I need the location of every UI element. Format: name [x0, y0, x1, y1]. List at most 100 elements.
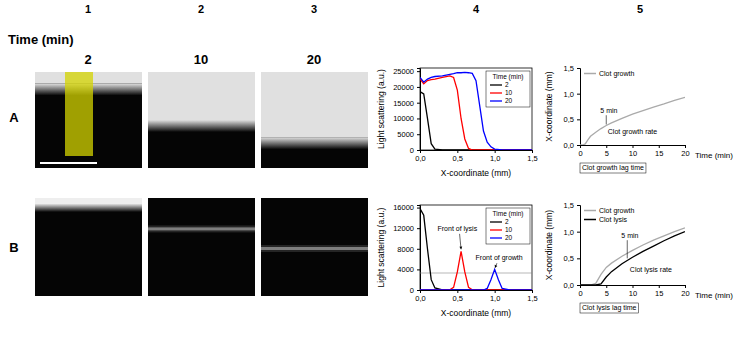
- y-tick-mark: [417, 228, 420, 229]
- x-tick-mark: [633, 285, 634, 288]
- image-panel: [148, 198, 255, 296]
- x-tick-label: 1,5: [527, 154, 537, 163]
- legend-swatch: [584, 210, 596, 212]
- plot-area: [580, 97, 685, 145]
- chart: 0,00,51,01,50500010000150002000025000X-c…: [376, 67, 538, 178]
- x-tick-label: 5: [605, 289, 609, 298]
- annotation-arrowhead: [495, 265, 498, 268]
- x-tick-mark: [532, 150, 533, 153]
- legend-label: Clot growth: [599, 207, 635, 215]
- chart: 0,00,51,01,50400080001200016000X-coordin…: [376, 203, 538, 318]
- image-background: [261, 198, 368, 296]
- legend-label: 20: [505, 97, 513, 104]
- y-tick-mark: [577, 232, 580, 233]
- image-background: [148, 198, 255, 296]
- x-tick: 0,5: [453, 290, 463, 303]
- x-tick-label: 0,5: [453, 294, 463, 303]
- image-panels: [35, 72, 368, 296]
- x-tick-label: 0,0: [415, 154, 425, 163]
- legend-label: Clot lysis: [599, 216, 628, 224]
- x-tick-label: 1,0: [490, 154, 500, 163]
- x-axis: 0,00,51,01,5: [415, 290, 537, 303]
- x-tick-label: 0,0: [415, 294, 425, 303]
- row-label: A: [9, 110, 19, 125]
- time-header: Time (min): [8, 32, 74, 47]
- x-tick-label: 20: [681, 149, 689, 158]
- x-tick-mark: [495, 290, 496, 293]
- y-tick-label: 4000: [397, 265, 414, 274]
- y-tick-mark: [417, 290, 420, 291]
- x-tick-mark: [495, 150, 496, 153]
- annotation: Front of lysis: [437, 225, 477, 233]
- plot-frame: [420, 205, 532, 290]
- x-tick-mark: [659, 285, 660, 288]
- x-tick-label: 0,5: [453, 154, 463, 163]
- y-tick: 8000: [397, 245, 420, 254]
- x-tick-mark: [457, 150, 458, 153]
- x-axis-title: Time (min): [695, 291, 733, 300]
- y-axis-line: [417, 69, 421, 151]
- y-tick: 10000: [393, 114, 420, 123]
- x-tick-mark: [633, 145, 634, 148]
- y-axis-title: Light scattering (a.u.): [376, 69, 386, 149]
- y-tick-mark: [577, 205, 580, 206]
- x-tick: 0,0: [415, 290, 425, 303]
- y-tick-label: 0,5: [564, 254, 574, 263]
- annotation: Clot growth rate: [608, 128, 658, 136]
- annotation-arrow: [495, 263, 497, 268]
- x-tick-mark: [606, 145, 607, 148]
- y-tick: 5000: [397, 130, 420, 139]
- x-axis-title: X-coordinate (mm): [441, 308, 512, 318]
- x-tick-mark: [457, 290, 458, 293]
- x-axis-line: [421, 151, 533, 154]
- x-tick: 10: [629, 285, 637, 298]
- legend-label: 10: [505, 89, 513, 96]
- y-tick: 20000: [393, 83, 420, 92]
- x-tick: 0: [578, 145, 582, 158]
- y-tick-mark: [577, 119, 580, 120]
- y-axis-title: Light scattering (a.u.): [376, 207, 386, 287]
- x-tick-label: 10: [629, 149, 637, 158]
- y-tick-mark: [577, 258, 580, 259]
- legend-label: Clot growth: [599, 70, 635, 78]
- annotation: Clot lysis rate: [630, 266, 672, 274]
- x-tick-mark: [659, 145, 660, 148]
- y-tick: 0: [410, 146, 420, 155]
- x-tick: 1,0: [490, 290, 500, 303]
- x-axis-line: [581, 286, 686, 289]
- scatter-edge: [35, 204, 142, 212]
- scale-bar: [40, 162, 97, 164]
- legend-label: 2: [505, 81, 509, 88]
- scatter-region: [148, 72, 255, 120]
- y-tick-mark: [577, 285, 580, 286]
- legend: Clot growth: [584, 70, 635, 78]
- x-tick: 0: [578, 285, 582, 298]
- y-axis-title: X-coordinate (mm): [544, 71, 554, 142]
- legend: Time (min)21020: [486, 71, 530, 107]
- x-tick: 20: [681, 285, 689, 298]
- y-tick-label: 0,5: [564, 115, 574, 124]
- legend-label: 10: [505, 226, 513, 233]
- annotation-marker: [627, 240, 628, 258]
- x-tick-label: 10: [629, 289, 637, 298]
- y-tick-label: 0: [410, 146, 414, 155]
- x-tick-mark: [532, 290, 533, 293]
- y-tick-label: 25000: [393, 67, 414, 76]
- scatter-edge: [261, 137, 368, 149]
- y-tick: 0,0: [564, 281, 580, 290]
- legend-title: Time (min): [493, 73, 524, 81]
- annotations: 5 minClot lysis rateClot lysis lag time: [580, 232, 672, 313]
- annotation: 5 min: [621, 232, 638, 239]
- x-tick-label: 20: [681, 289, 689, 298]
- y-tick-label: 12000: [393, 224, 414, 233]
- y-axis-title: X-coordinate (mm): [544, 210, 554, 281]
- y-tick-label: 16000: [393, 203, 414, 212]
- legend-label: 20: [505, 234, 513, 241]
- y-tick-mark: [417, 269, 420, 270]
- x-tick: 0,5: [453, 150, 463, 163]
- y-axis-line: [417, 206, 421, 291]
- y-tick: 16000: [393, 203, 420, 212]
- chart: 051015200,00,51,01,5Time (min)X-coordina…: [544, 64, 733, 173]
- column-label: 4: [473, 3, 480, 15]
- y-tick-mark: [417, 71, 420, 72]
